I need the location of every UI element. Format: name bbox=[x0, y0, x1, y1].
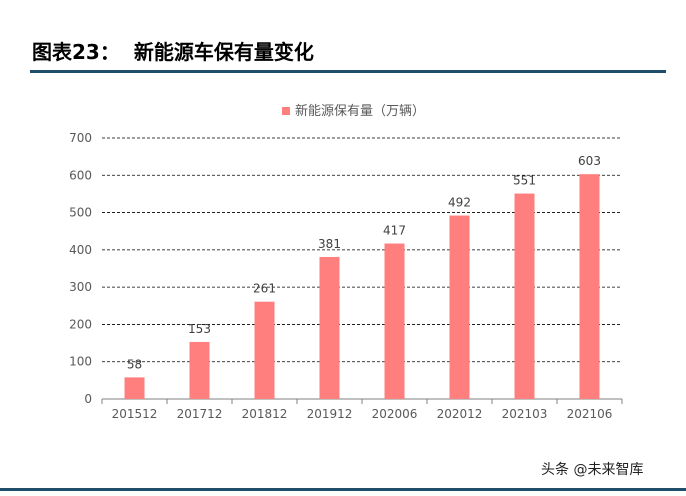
data-label: 381 bbox=[318, 237, 341, 251]
legend-swatch bbox=[282, 107, 290, 115]
y-tick-label: 100 bbox=[69, 355, 92, 369]
bar bbox=[319, 256, 340, 399]
bar bbox=[514, 193, 535, 399]
bar bbox=[384, 243, 405, 399]
x-tick-label: 201912 bbox=[307, 407, 353, 421]
data-labels: 58 153 261 381 417 492 551 603 bbox=[127, 154, 601, 371]
legend-label: 新能源保有量（万辆） bbox=[295, 103, 425, 119]
figure-title-text: 新能源车保有量变化 bbox=[133, 40, 314, 64]
y-tick-label: 500 bbox=[69, 206, 92, 220]
y-tick-label: 0 bbox=[84, 392, 92, 406]
y-tick-label: 200 bbox=[69, 317, 92, 331]
y-tick-label: 600 bbox=[69, 168, 92, 182]
y-tick-label: 400 bbox=[69, 243, 92, 257]
bars bbox=[124, 174, 600, 399]
data-label: 261 bbox=[253, 282, 276, 296]
figure-title: 图表23： 新能源车保有量变化 bbox=[32, 36, 314, 65]
x-tick-label: 202012 bbox=[437, 407, 483, 421]
data-label: 551 bbox=[513, 174, 536, 188]
bar bbox=[579, 174, 600, 399]
bar bbox=[124, 377, 145, 399]
top-rule bbox=[30, 70, 666, 73]
x-tick-label: 202006 bbox=[372, 407, 418, 421]
data-label: 492 bbox=[448, 196, 471, 210]
y-tick-label: 700 bbox=[69, 131, 92, 145]
x-tick-label: 201512 bbox=[112, 407, 158, 421]
bar bbox=[449, 215, 470, 399]
data-label: 603 bbox=[578, 154, 601, 168]
bar bbox=[254, 301, 275, 399]
bar bbox=[189, 341, 210, 399]
figure-number: 图表23： bbox=[32, 40, 120, 64]
y-tick-label: 300 bbox=[69, 280, 92, 294]
data-label: 153 bbox=[188, 322, 211, 336]
data-label: 417 bbox=[383, 224, 406, 238]
legend: 新能源保有量（万辆） bbox=[282, 103, 425, 119]
bottom-rule bbox=[0, 488, 686, 491]
grid-lines bbox=[102, 137, 622, 363]
x-tick-label: 201812 bbox=[242, 407, 288, 421]
watermark: 头条 @未来智库 bbox=[541, 462, 644, 478]
x-tick-label: 202103 bbox=[502, 407, 548, 421]
x-tick-label: 201712 bbox=[177, 407, 223, 421]
x-tick-label: 202106 bbox=[567, 407, 613, 421]
data-label: 58 bbox=[127, 357, 142, 371]
axes: 0 100 200 300 400 500 600 700 201512 201712 201812… bbox=[69, 131, 623, 421]
